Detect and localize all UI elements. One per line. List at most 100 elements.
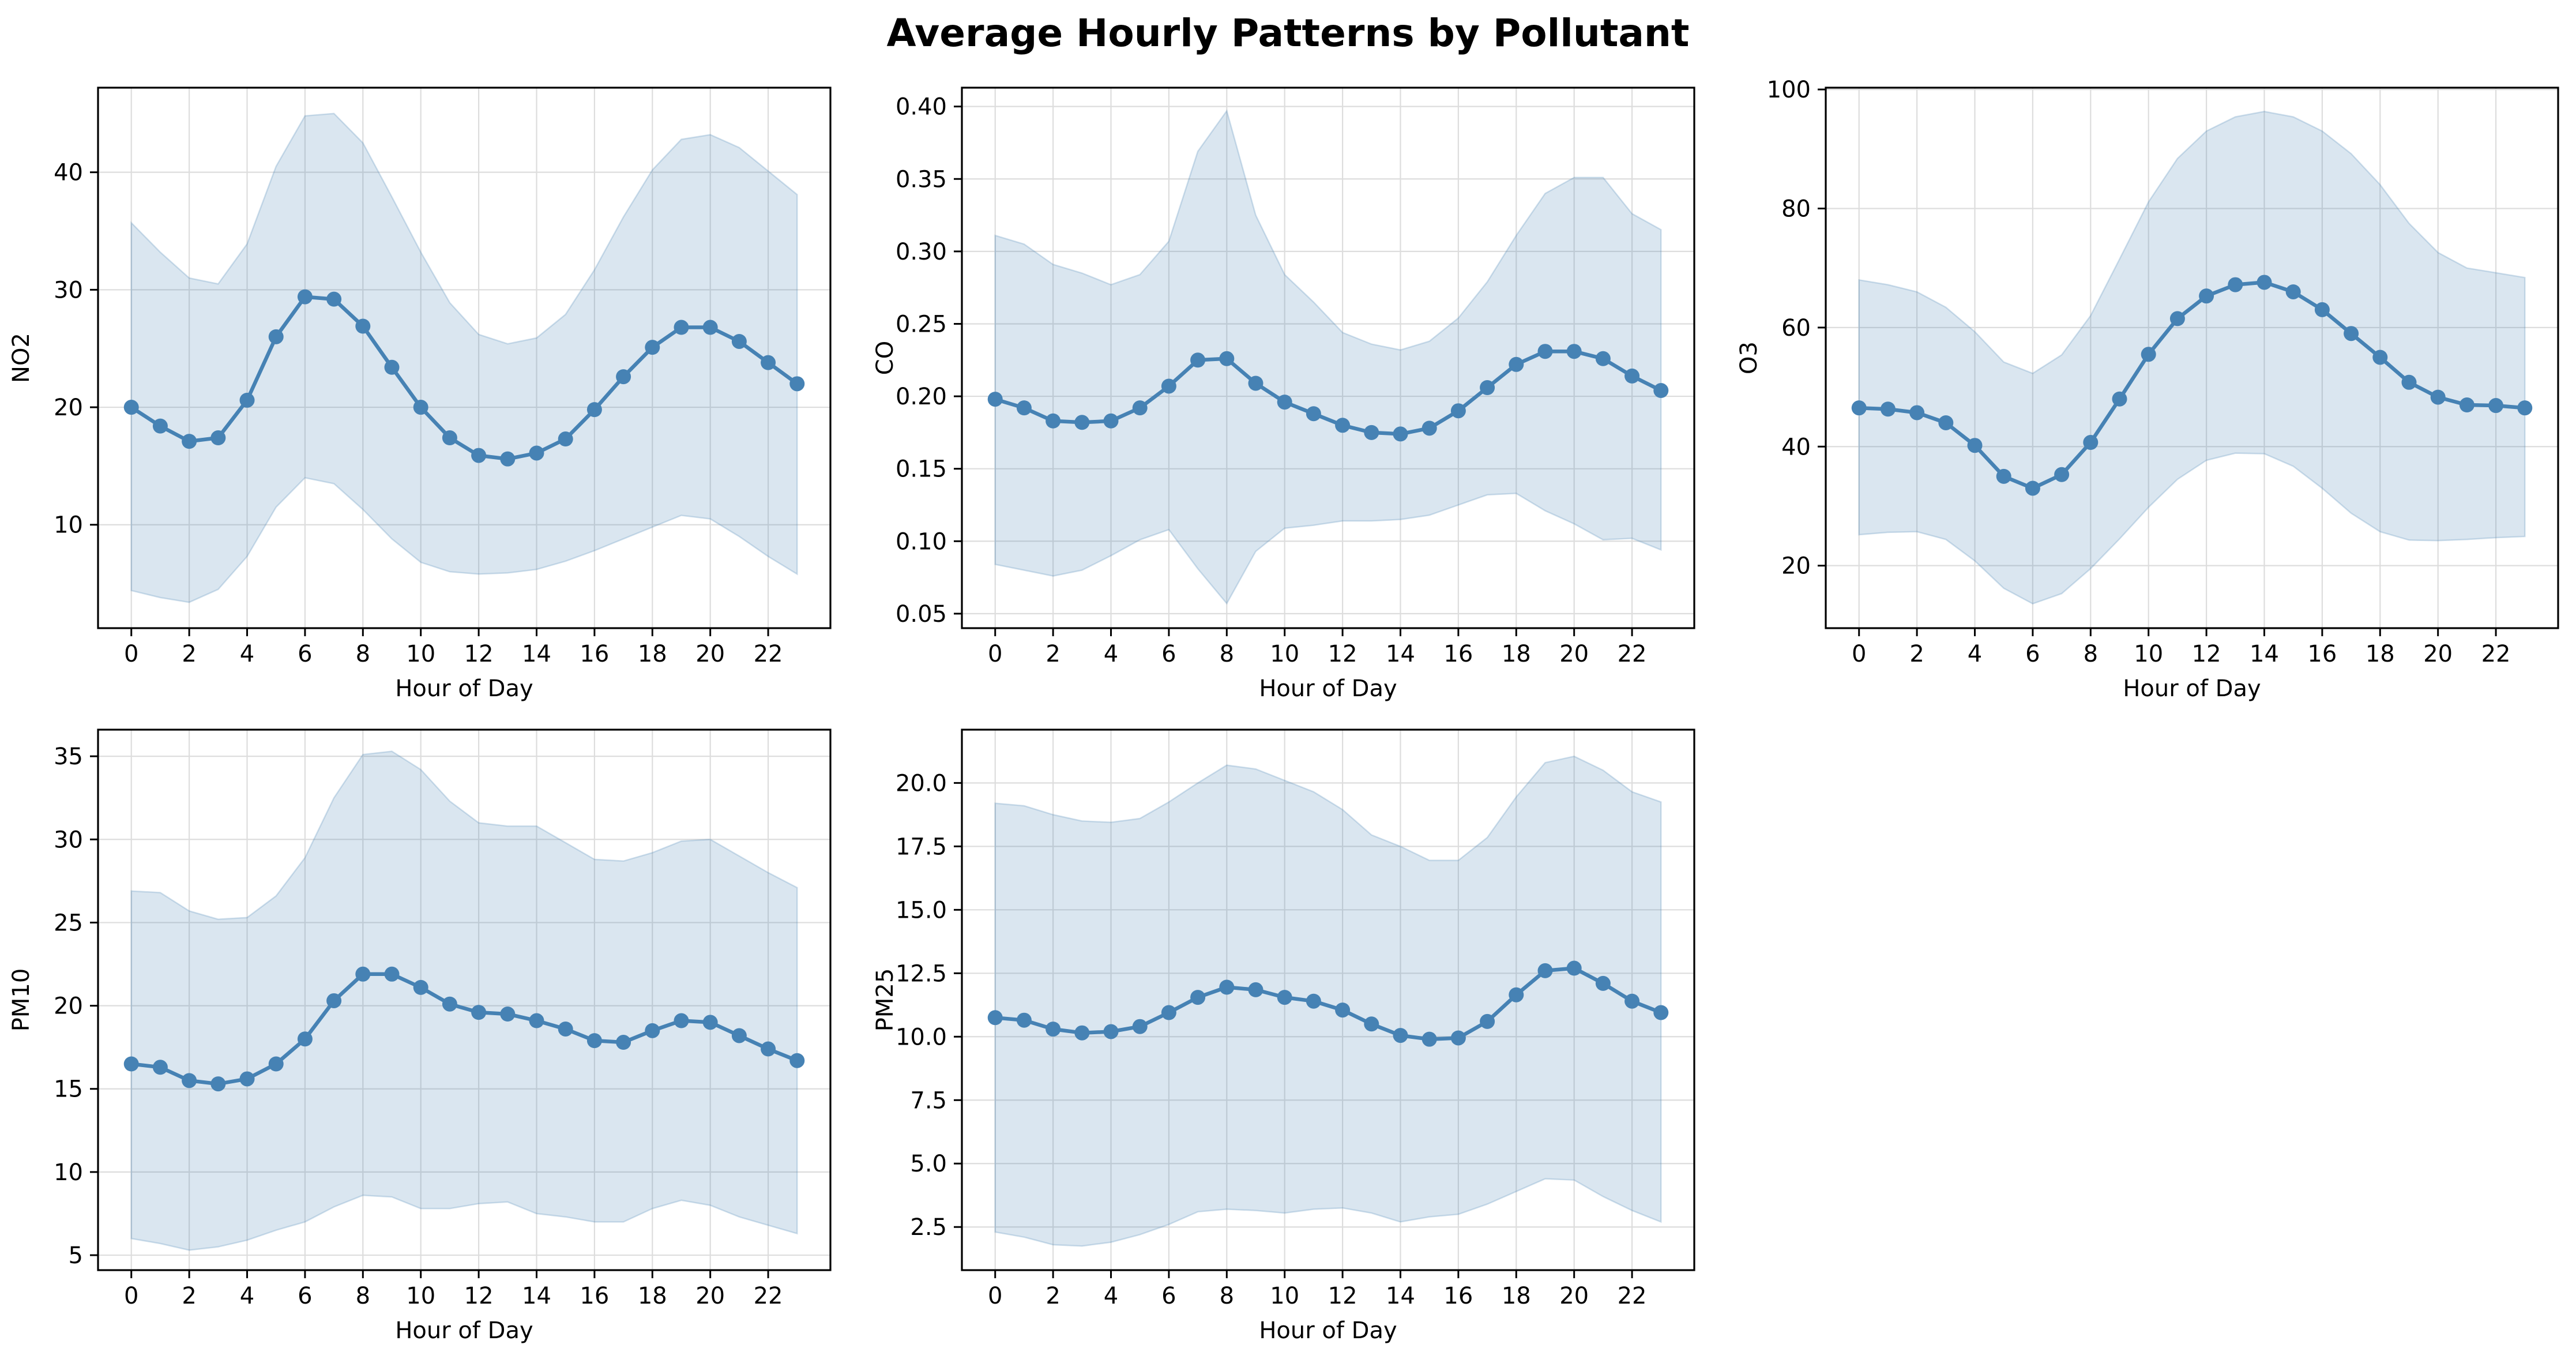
data-point	[123, 400, 139, 415]
data-point	[123, 1056, 139, 1072]
data-point	[2459, 397, 2475, 413]
y-tick-label: 20	[54, 395, 83, 421]
x-tick-label: 8	[2084, 641, 2098, 667]
y-tick-label: 0.20	[896, 384, 947, 410]
x-tick-label: 14	[1386, 1283, 1415, 1309]
data-point	[1537, 344, 1553, 359]
y-tick-label: 0.15	[896, 456, 947, 483]
x-axis-label: Hour of Day	[1259, 1317, 1397, 1344]
data-point	[731, 333, 747, 349]
x-tick-label: 4	[1968, 641, 1982, 667]
data-point	[1016, 400, 1032, 416]
chart-2: 0 2 4 6 8 10 12 14 16 18 20 22 0.05 0.10 0.15 0.20 0.25 0…	[872, 87, 1695, 702]
data-point	[152, 1060, 168, 1075]
x-tick-label: 10	[406, 641, 435, 667]
data-point	[1103, 1024, 1119, 1039]
data-point	[1595, 351, 1611, 366]
data-point	[987, 1010, 1003, 1026]
data-point	[1190, 990, 1206, 1005]
data-point	[2141, 347, 2156, 362]
x-tick-label: 20	[1559, 1283, 1589, 1309]
x-tick-label: 22	[1618, 641, 1647, 667]
data-point	[1624, 993, 1640, 1009]
x-tick-label: 12	[464, 1283, 494, 1309]
data-point	[2054, 467, 2070, 482]
y-tick-label: 20	[54, 993, 83, 1020]
data-point	[1335, 1002, 1351, 1018]
axes-frame	[1825, 87, 2559, 629]
chart-1: 0 2 4 6 8 10 12 14 16 18 20 22 10 20 30 40 Hour of Day NO…	[8, 87, 832, 702]
data-point	[355, 318, 371, 334]
y-tick-label: 0.35	[896, 166, 947, 193]
y-tick-label: 100	[1767, 77, 1811, 103]
data-point	[2112, 391, 2127, 407]
y-axis-label: CO	[872, 341, 898, 375]
confidence-band	[994, 109, 1662, 605]
x-tick-label: 20	[1559, 641, 1589, 667]
data-point	[1393, 426, 1408, 442]
axes-frame	[97, 87, 832, 629]
data-point	[1074, 415, 1090, 430]
x-tick-label: 10	[1270, 641, 1299, 667]
y-tick-label: 5.0	[910, 1151, 947, 1177]
data-point	[674, 1013, 689, 1028]
data-point	[2199, 288, 2214, 304]
x-tick-label: 2	[182, 641, 196, 667]
y-tick-label: 15	[54, 1076, 83, 1103]
data-point	[297, 1031, 313, 1047]
x-tick-label: 18	[638, 641, 667, 667]
data-point	[326, 993, 342, 1008]
data-point	[674, 320, 689, 335]
y-tick-label: 20.0	[896, 770, 947, 797]
x-tick-label: 8	[1220, 1283, 1234, 1309]
data-point	[210, 430, 226, 446]
data-point	[239, 1071, 255, 1087]
y-axis-label: PM25	[872, 968, 898, 1032]
x-tick-label: 18	[1502, 641, 1531, 667]
x-tick-label: 4	[1104, 1283, 1118, 1309]
data-point	[2517, 400, 2533, 416]
x-tick-label: 16	[1443, 641, 1473, 667]
x-tick-label: 16	[1443, 1283, 1473, 1309]
data-point	[1248, 982, 1263, 997]
x-axis-label: Hour of Day	[2123, 675, 2261, 702]
data-point	[1364, 1016, 1379, 1032]
data-point	[702, 1015, 718, 1030]
data-point	[2228, 277, 2243, 292]
data-point	[1996, 468, 2011, 484]
data-point	[1277, 395, 1292, 410]
data-point	[268, 1056, 284, 1072]
data-point	[1046, 413, 1061, 429]
x-tick-label: 6	[298, 641, 312, 667]
x-tick-label: 12	[464, 641, 494, 667]
y-tick-label: 25	[54, 910, 83, 936]
x-tick-label: 4	[240, 1283, 254, 1309]
data-point	[2401, 374, 2417, 390]
data-point	[1190, 352, 1206, 368]
data-point	[1103, 413, 1119, 429]
x-tick-label: 18	[2366, 641, 2395, 667]
y-tick-label: 60	[1781, 315, 1811, 341]
y-tick-label: 0.30	[896, 239, 947, 265]
x-tick-label: 8	[356, 641, 370, 667]
data-point	[1219, 979, 1235, 995]
data-point	[239, 392, 255, 408]
x-tick-label: 10	[1270, 1283, 1299, 1309]
y-tick-label: 80	[1781, 196, 1811, 222]
data-point	[384, 966, 400, 982]
data-point	[1335, 418, 1351, 433]
confidence-band	[1858, 111, 2526, 605]
y-tick-label: 30	[54, 277, 83, 303]
data-point	[210, 1076, 226, 1092]
data-point	[702, 320, 718, 335]
y-tick-label: 7.5	[910, 1087, 947, 1114]
confidence-band	[130, 750, 798, 1251]
data-point	[2344, 326, 2359, 341]
axes-frame	[961, 87, 1695, 629]
data-point	[1909, 405, 1925, 420]
y-tick-label: 10	[54, 1159, 83, 1186]
x-tick-label: 14	[522, 641, 551, 667]
x-tick-label: 12	[1328, 641, 1357, 667]
